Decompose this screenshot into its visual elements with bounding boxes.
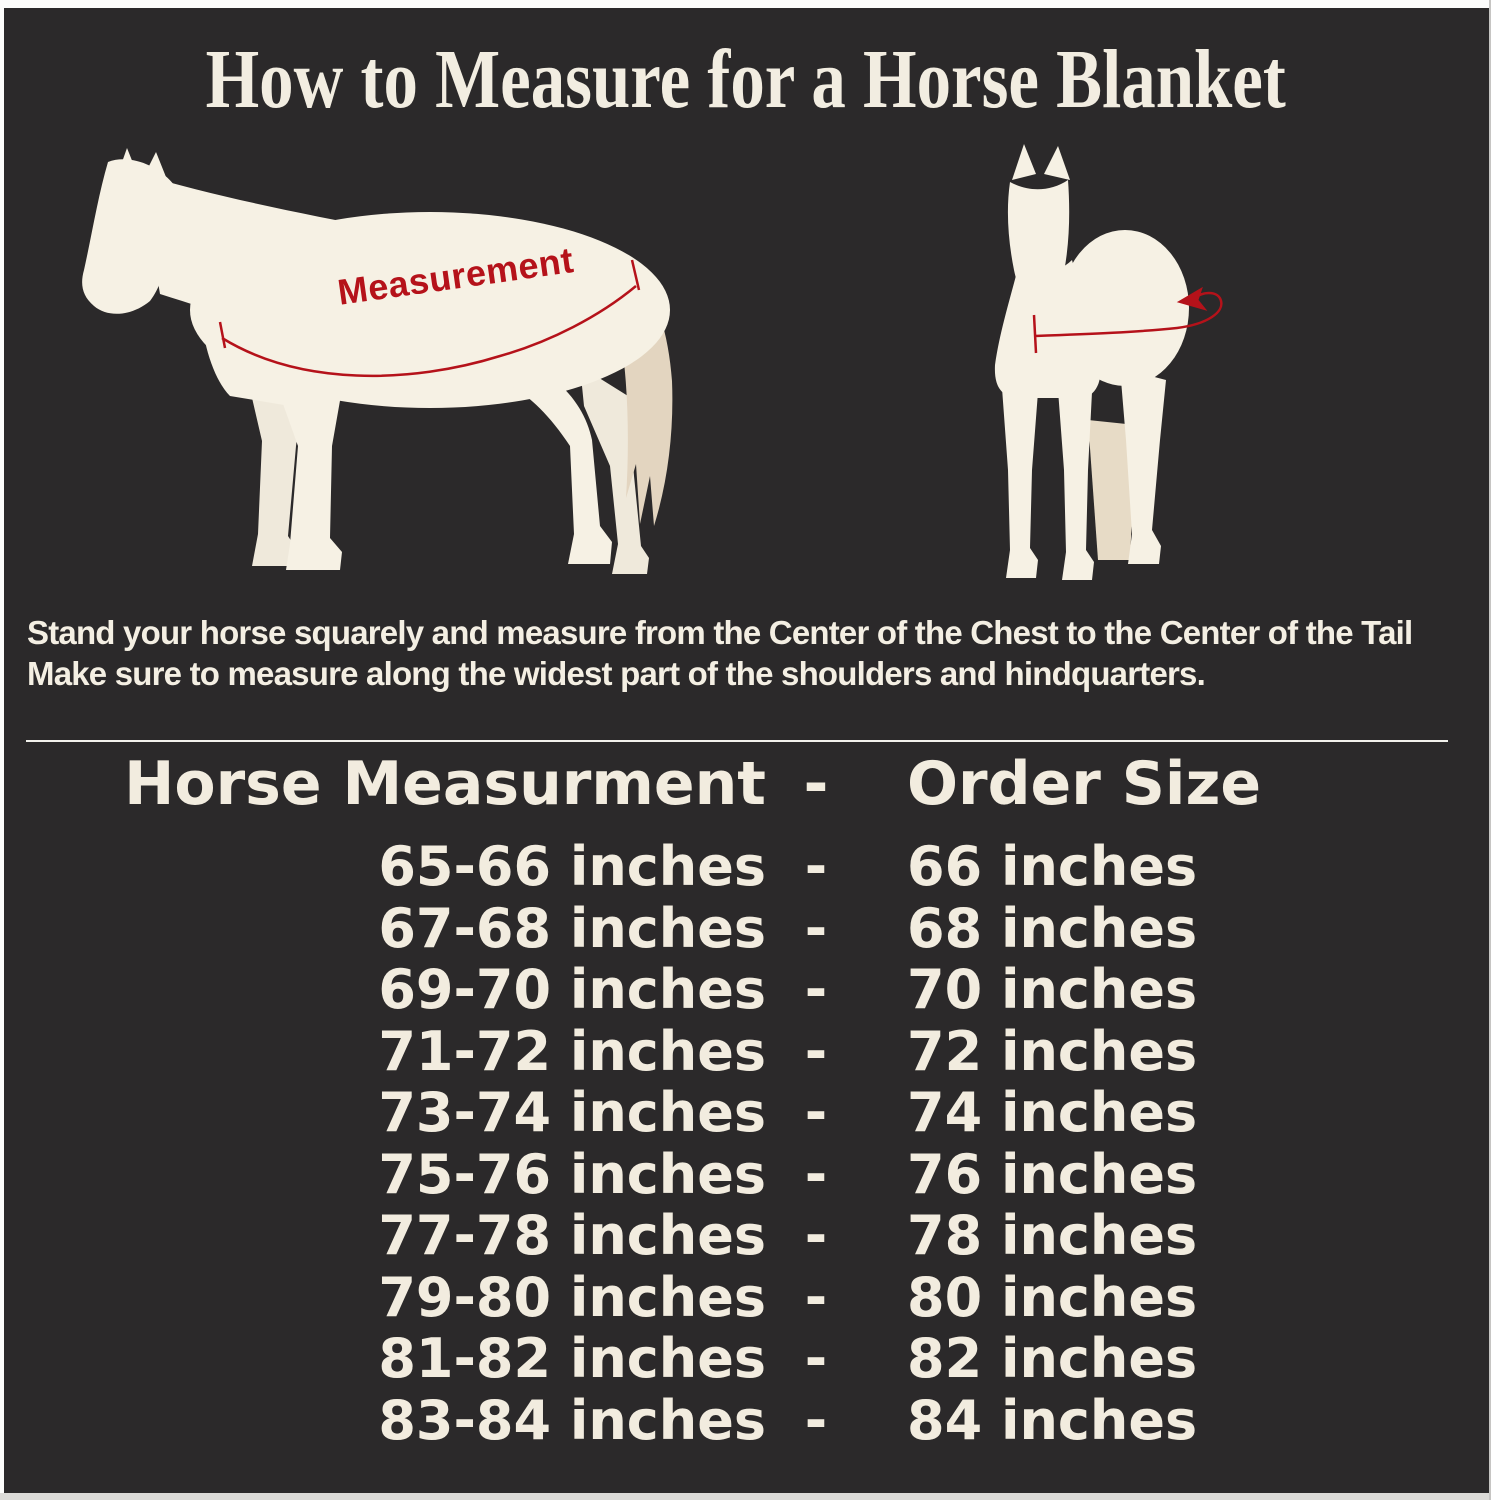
table-row: 65-66 inches - 66 inches <box>0 836 1460 898</box>
row-order-size: 78 inches <box>907 1204 1198 1267</box>
row-measurement: 83-84 inches <box>378 1388 766 1452</box>
horse-front-view-illustration <box>994 144 1223 580</box>
frame-border-right <box>1489 0 1491 1500</box>
row-separator: - <box>804 1142 828 1206</box>
row-measurement: 77-78 inches <box>378 1204 766 1267</box>
row-measurement: 75-76 inches <box>378 1142 766 1206</box>
table-row: 81-82 inches - 82 inches <box>0 1328 1460 1390</box>
frame-border-left <box>0 0 4 1500</box>
section-divider <box>26 740 1448 742</box>
table-row: 67-68 inches - 68 inches <box>0 896 1460 960</box>
rotation-arrow-icon <box>1176 286 1208 311</box>
instructions-text: Stand your horse squarely and measure fr… <box>27 612 1483 694</box>
size-chart-rows: 65-66 inches - 66 inches 67-68 inches - … <box>0 836 1460 1451</box>
header-horse-measurement: Horse Measurment <box>124 749 766 819</box>
row-measurement: 67-68 inches <box>378 896 766 960</box>
row-separator: - <box>804 896 828 960</box>
row-order-size: 66 inches <box>907 835 1198 898</box>
table-row: 77-78 inches - 78 inches <box>0 1205 1460 1267</box>
horse-hind-leg <box>510 360 612 564</box>
size-chart: Horse Measurment - Order Size 65-66 inch… <box>0 752 1460 1451</box>
row-order-size: 72 inches <box>907 1019 1198 1083</box>
row-order-size: 76 inches <box>907 1142 1198 1206</box>
row-order-size: 82 inches <box>907 1327 1198 1390</box>
row-separator: - <box>804 1019 828 1083</box>
horse-hind-leg <box>1120 368 1166 564</box>
horse-neck <box>140 174 430 376</box>
table-row: 79-80 inches - 80 inches <box>0 1265 1460 1329</box>
row-order-size: 80 inches <box>907 1265 1198 1329</box>
row-separator: - <box>804 1265 828 1329</box>
frame-border-bottom <box>0 1493 1491 1500</box>
header-separator: - <box>803 749 829 819</box>
row-order-size: 84 inches <box>907 1388 1198 1452</box>
row-measurement: 73-74 inches <box>378 1081 766 1144</box>
horse-far-hind-leg <box>580 366 649 574</box>
horse-ear-icon <box>142 152 168 182</box>
page-title: How to Measure for a Horse Blanket <box>205 33 1286 126</box>
horse-front-leg <box>1002 388 1038 578</box>
row-order-size: 74 inches <box>907 1081 1198 1144</box>
table-row: 71-72 inches - 72 inches <box>0 1019 1460 1083</box>
instructions-line-2: Make sure to measure along the widest pa… <box>27 655 1206 692</box>
row-separator: - <box>804 1081 828 1144</box>
frame-border-top <box>0 0 1491 8</box>
horse-ear-icon <box>1044 146 1070 180</box>
horse-side-view-illustration <box>82 148 673 574</box>
row-measurement: 71-72 inches <box>378 1019 766 1083</box>
row-measurement: 65-66 inches <box>378 835 766 898</box>
table-row: 83-84 inches - 84 inches <box>0 1388 1460 1452</box>
row-measurement: 79-80 inches <box>378 1265 766 1329</box>
row-separator: - <box>804 958 828 1021</box>
row-separator: - <box>804 1327 828 1390</box>
measurement-line <box>218 259 641 378</box>
row-separator: - <box>804 1204 828 1267</box>
horse-chest <box>994 260 1101 398</box>
horse-front-leg <box>258 334 350 570</box>
table-row: 75-76 inches - 76 inches <box>0 1142 1460 1206</box>
row-separator: - <box>804 835 828 898</box>
row-separator: - <box>804 1388 828 1452</box>
measurement-line <box>1032 291 1223 354</box>
row-order-size: 70 inches <box>907 958 1198 1021</box>
horse-ear-icon <box>115 148 139 182</box>
horse-front-leg <box>1058 390 1094 580</box>
table-row: 73-74 inches - 74 inches <box>0 1082 1460 1144</box>
row-measurement: 81-82 inches <box>378 1327 766 1390</box>
header-order-size: Order Size <box>907 749 1262 819</box>
row-order-size: 68 inches <box>907 896 1198 960</box>
horse-head <box>1007 180 1070 302</box>
horse-ear-icon <box>1012 144 1036 180</box>
horse-head <box>82 159 178 314</box>
size-chart-header: Horse Measurment - Order Size <box>0 752 1460 816</box>
instructions-line-1: Stand your horse squarely and measure fr… <box>27 614 1413 651</box>
horse-far-leg-shadow <box>1088 420 1136 560</box>
table-row: 69-70 inches - 70 inches <box>0 959 1460 1021</box>
row-measurement: 69-70 inches <box>378 958 766 1021</box>
